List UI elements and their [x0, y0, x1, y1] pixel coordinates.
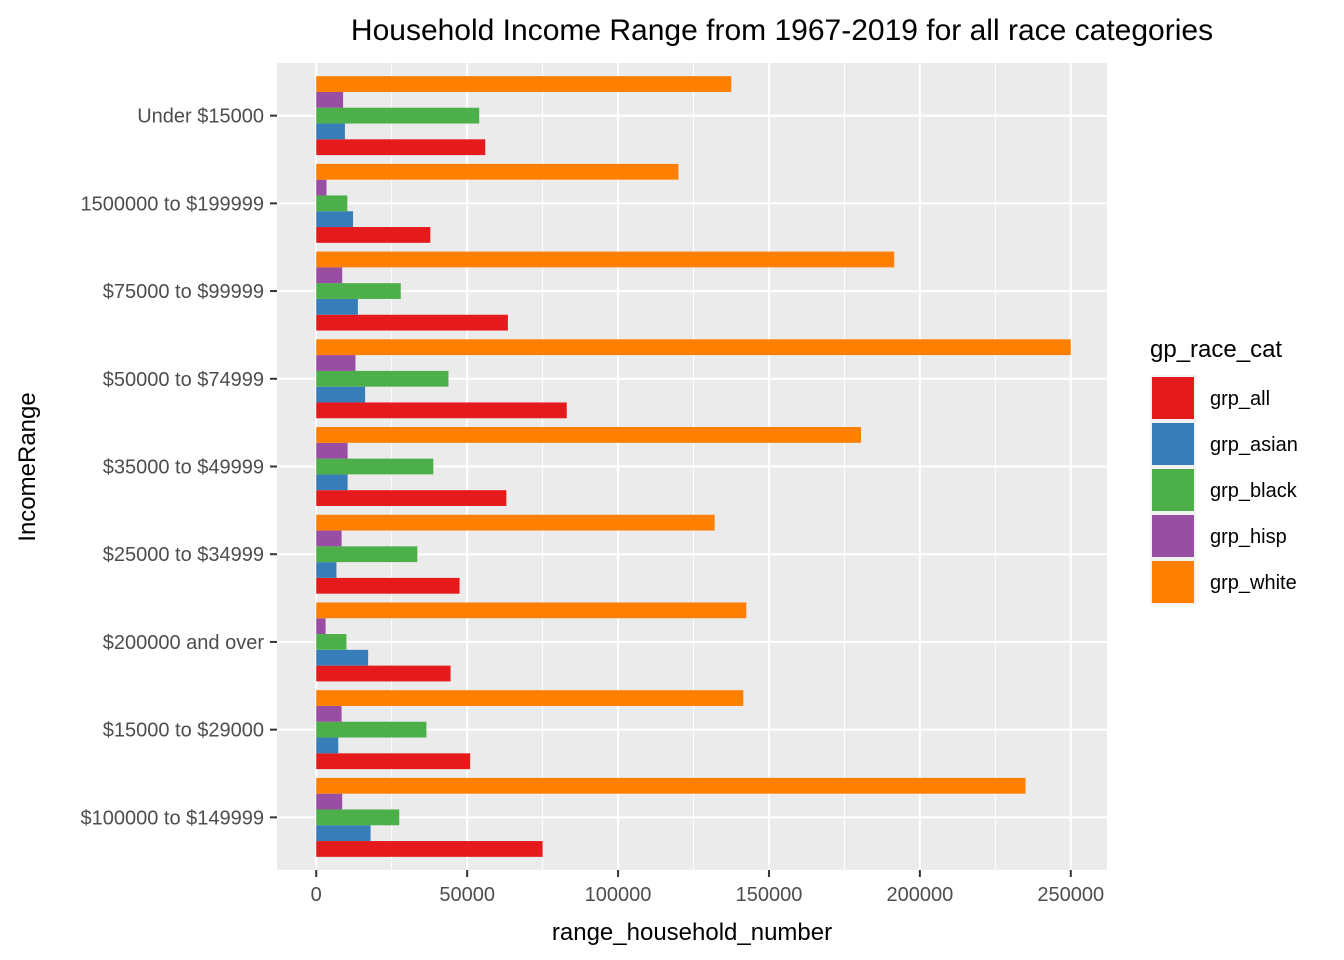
legend-label-grp_asian: grp_asian	[1210, 434, 1298, 456]
bar-grp_black	[316, 809, 400, 826]
bar-grp_black	[316, 283, 401, 299]
y-tick-label: $50000 to $74999	[103, 369, 264, 391]
chart-title: Household Income Range from 1967-2019 fo…	[351, 14, 1213, 47]
bar-grp_black	[316, 721, 427, 738]
bar-grp_white	[316, 76, 732, 92]
bar-grp_hisp	[316, 618, 326, 635]
y-tick-label: $15000 to $29000	[103, 720, 264, 742]
bar-grp_hisp	[316, 530, 342, 547]
x-tick-label: 200000	[886, 884, 953, 906]
x-tick-label: 0	[311, 884, 322, 906]
bar-grp_all	[316, 490, 507, 506]
bar-grp_hisp	[316, 179, 327, 196]
x-tick-label: 100000	[585, 884, 652, 906]
legend-label-grp_white: grp_white	[1210, 572, 1297, 594]
bar-grp_hisp	[316, 442, 348, 459]
y-tick-label: $75000 to $99999	[103, 281, 264, 303]
x-axis: 0 50000 100000 150000 200000 250000	[311, 870, 1104, 906]
bar-grp_all	[316, 665, 451, 682]
y-tick-label: $25000 to $34999	[103, 544, 264, 566]
x-tick-label: 250000	[1037, 884, 1104, 906]
bar-grp_white	[316, 339, 1071, 356]
bar-grp_hisp	[316, 793, 343, 810]
bar-grp_black	[316, 634, 347, 650]
bar-grp_all	[316, 314, 508, 331]
bars	[316, 76, 1071, 857]
bar-grp_asian	[316, 737, 339, 754]
bar-grp_all	[316, 139, 486, 156]
legend-title: gp_race_cat	[1150, 336, 1282, 363]
legend-key-grp_white	[1152, 561, 1194, 603]
bar-grp_all	[316, 841, 543, 857]
legend-label-grp_hisp: grp_hisp	[1210, 526, 1287, 548]
bar-grp_asian	[316, 825, 371, 842]
legend-key-grp_black	[1152, 469, 1194, 511]
bar-grp_all	[316, 577, 460, 594]
legend-label-grp_all: grp_all	[1210, 388, 1270, 410]
bar-grp_all	[316, 227, 431, 243]
bar-grp_black	[316, 195, 348, 212]
y-axis: $100000 to $149999 $15000 to $29000 $20000…	[80, 106, 277, 829]
legend-label-grp_black: grp_black	[1210, 480, 1298, 502]
bar-grp_black	[316, 370, 449, 387]
bar-grp_white	[316, 602, 747, 619]
bar-grp_white	[316, 777, 1026, 794]
bar-grp_white	[316, 163, 679, 180]
bar-grp_hisp	[316, 91, 344, 108]
legend: gp_race_cat grp_all grp_asian grp_blackgrp…	[1150, 336, 1298, 605]
bar-grp_black	[316, 458, 434, 475]
y-tick-label: $200000 and over	[103, 632, 265, 654]
bar-grp_white	[316, 427, 862, 443]
bar-grp_all	[316, 402, 567, 419]
y-tick-label: $35000 to $49999	[103, 457, 264, 479]
x-tick-label: 150000	[736, 884, 803, 906]
bar-grp_hisp	[316, 267, 343, 284]
bar-grp_white	[316, 514, 715, 531]
bar-grp_hisp	[316, 705, 342, 722]
legend-key-grp_hisp	[1152, 515, 1194, 557]
bar-grp_white	[316, 251, 895, 268]
bar-grp_white	[316, 690, 744, 706]
bar-grp_asian	[316, 298, 358, 315]
bar-grp_asian	[316, 474, 348, 491]
bar-grp_asian	[316, 562, 337, 578]
bar-grp_asian	[316, 386, 366, 403]
y-tick-label: Under $15000	[137, 106, 264, 128]
legend-key-grp_asian	[1152, 423, 1194, 465]
legend-key-grp_all	[1152, 377, 1194, 419]
bar-grp_black	[316, 546, 418, 563]
bar-grp_hisp	[316, 355, 356, 371]
bar-grp_all	[316, 753, 471, 770]
bar-grp_black	[316, 107, 480, 124]
y-tick-label: 1500000 to $199999	[80, 193, 264, 215]
bar-grp_asian	[316, 211, 354, 228]
x-tick-label: 50000	[439, 884, 495, 906]
bar-grp_asian	[316, 649, 369, 666]
grid-major	[277, 63, 1107, 870]
bar-grp_asian	[316, 123, 345, 140]
x-axis-title: range_household_number	[552, 919, 832, 946]
y-axis-title: IncomeRange	[14, 392, 41, 541]
y-tick-label: $100000 to $149999	[80, 807, 264, 829]
